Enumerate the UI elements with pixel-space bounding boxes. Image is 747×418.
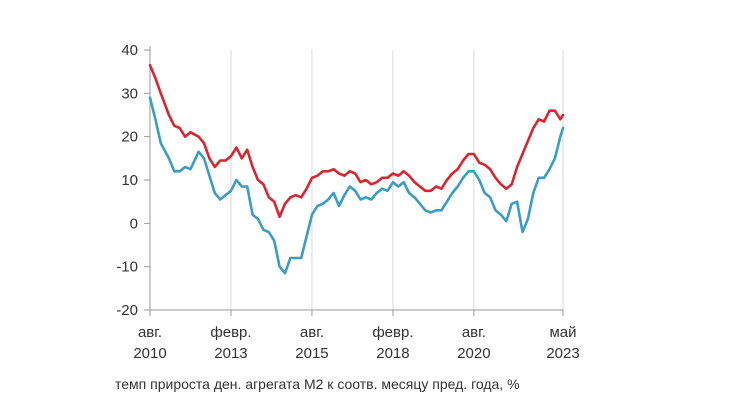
series-line-1 — [148, 63, 565, 219]
series-layer — [148, 63, 565, 275]
axes — [149, 46, 563, 311]
y-tick-label: 0 — [130, 215, 138, 232]
y-tick-label: 40 — [121, 42, 138, 59]
y-tick-label: -20 — [116, 302, 138, 319]
x-axis-ticks: авг. 2010 февр. 2013 авг. 2015 февр. 2018 авг. 20… — [133, 310, 580, 362]
x-tick-label-month: май — [549, 324, 576, 341]
chart-caption: темп прироста ден. агрегата М2 к соотв. … — [115, 376, 520, 392]
x-tick-label-month: авг. — [300, 324, 324, 341]
y-tick-label: 10 — [121, 172, 138, 189]
x-tick-label-year: 2015 — [295, 345, 328, 362]
x-tick-label-year: 2018 — [376, 345, 409, 362]
x-tick-label-month: авг. — [138, 324, 162, 341]
x-tick-label-year: 2010 — [133, 345, 166, 362]
y-tick-label: 20 — [121, 129, 138, 146]
y-tick-label: 30 — [121, 85, 138, 102]
x-tick-label-year: 2023 — [546, 345, 579, 362]
x-tick-label-year: 2020 — [457, 345, 490, 362]
x-tick-label-month: февр. — [372, 324, 413, 341]
y-axis-ticks: -20 -10 0 10 20 30 40 — [116, 42, 150, 319]
x-tick-label-year: 2013 — [214, 345, 247, 362]
series-line-2 — [148, 96, 565, 275]
y-tick-label: -10 — [116, 259, 138, 276]
line-chart: -20 -10 0 10 20 30 40 авг. 2010 февр. 2013 авг. 201… — [116, 42, 580, 362]
x-tick-label-month: авг. — [462, 324, 486, 341]
x-tick-label-month: февр. — [210, 324, 251, 341]
